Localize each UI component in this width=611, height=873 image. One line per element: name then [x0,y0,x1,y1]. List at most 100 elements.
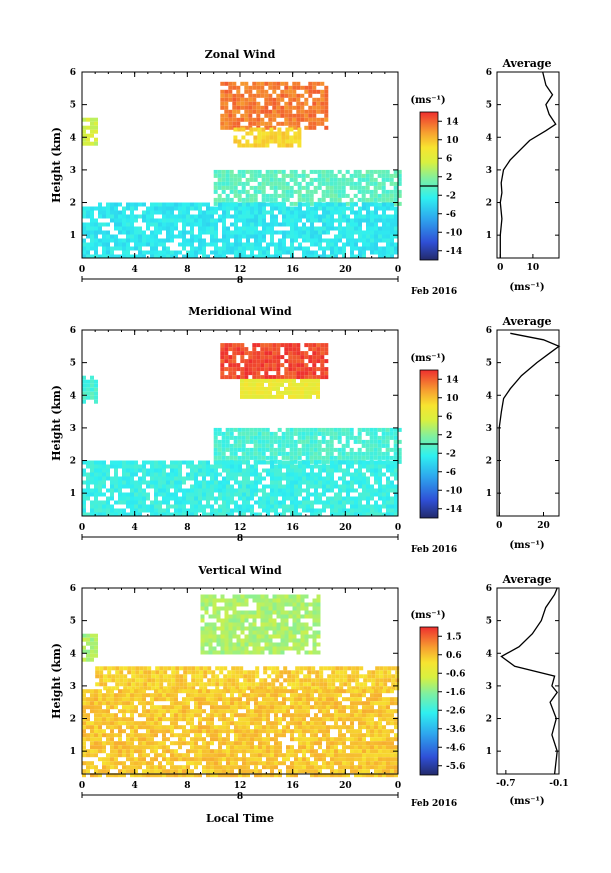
heatmap-cell [174,689,178,694]
heatmap-cell [218,464,222,469]
heatmap-cell [361,451,366,456]
heatmap-cell [202,250,206,255]
heatmap-cell [90,641,94,646]
heatmap-cell [305,427,310,432]
heatmap-cell [98,202,102,207]
heatmap-cell [222,226,226,231]
heatmap-cell [290,500,294,505]
heatmap-cell [190,504,194,509]
heatmap-cell [326,496,330,501]
heatmap-cell [290,250,294,255]
heatmap-cell [138,773,142,778]
heatmap-cell [379,666,384,671]
heatmap-cell [278,250,282,255]
heatmap-cell [306,500,310,505]
heatmap-cell [106,476,110,481]
heatmap-cell [381,455,386,460]
heatmap-cell [232,85,237,90]
heatmap-cell [253,193,258,198]
heatmap-cell [266,512,270,517]
heatmap-cell [210,725,214,730]
heatmap-cell [277,439,282,444]
heatmap-cell [386,222,390,227]
heatmap-cell [199,686,204,691]
heatmap-cell [248,630,253,635]
heatmap-cell [272,606,277,611]
heatmap-cell [316,89,321,94]
heatmap-cell [126,242,130,247]
heatmap-cell [245,131,250,136]
heatmap-cell [94,508,98,513]
heatmap-cell [98,693,102,698]
heatmap-cell [282,512,286,517]
heatmap-cell [130,218,134,223]
heatmap-cell [229,455,234,460]
heatmap-cell [276,121,281,126]
heatmap-cell [249,435,254,440]
heatmap-cell [312,355,317,360]
heatmap-cell [306,226,310,231]
heatmap-cell [202,741,206,746]
heatmap-cell [122,496,126,501]
heatmap-cell [374,226,378,231]
heatmap-cell [246,214,250,219]
heatmap-cell [194,757,198,762]
heatmap-cell [86,141,90,146]
heatmap-cell [127,682,132,687]
heatmap-cell [150,500,154,505]
heatmap-cell [226,492,230,497]
heatmap-cell [258,250,262,255]
heatmap-cell [210,697,214,702]
heatmap-cell [260,382,264,387]
heatmap-cell [262,492,266,497]
heatmap-cell [130,488,134,493]
heatmap-cell [393,439,398,444]
x-ticks: 0 4 8 12 16 20 0 [79,72,401,275]
heatmap-cell [178,508,182,513]
heatmap-cell [264,367,269,372]
heatmap-cell [142,701,146,706]
heatmap-cell [195,666,200,671]
heatmap-cell [175,686,180,691]
heatmap-cell [397,451,402,456]
date-label: 8 [237,534,243,544]
heatmap-cell [221,197,226,202]
heatmap-cell [86,641,90,646]
heatmap-cell [90,741,94,746]
heatmap-cell [354,468,358,473]
heatmap-cell [240,378,244,383]
heatmap-cell [240,375,245,380]
heatmap-cell [146,504,150,509]
heatmap-cell [218,488,222,493]
heatmap-cell [106,214,110,219]
heatmap-cell [312,367,317,372]
heatmap-cell [174,222,178,227]
heatmap-cell [365,447,370,452]
heatmap-cell [174,488,178,493]
heatmap-cell [170,480,174,485]
heatmap-cell [198,504,202,509]
heatmap-cell [358,492,362,497]
heatmap-cell [229,177,234,182]
heatmap-cell [175,666,180,671]
heatmap-cell [387,666,392,671]
heatmap-cell [82,141,86,146]
heatmap-cell [373,451,378,456]
heatmap-cell [262,226,266,231]
heatmap-cell [114,500,118,505]
heatmap-cell [94,713,98,718]
heatmap-cell [237,435,242,440]
heatmap-cell [248,614,253,619]
heatmap-cell [382,246,386,251]
heatmap-cell [333,173,338,178]
heatmap-cell [222,757,226,762]
heatmap-cell [285,439,290,444]
heatmap-cell [325,177,330,182]
heatmap-cell [247,674,252,679]
heatmap-cell [182,254,186,259]
heatmap-cell [154,733,158,738]
heatmap-cell [349,435,354,440]
heatmap-region [82,633,98,662]
heatmap-cell [222,250,226,255]
heatmap-cell [288,347,293,352]
